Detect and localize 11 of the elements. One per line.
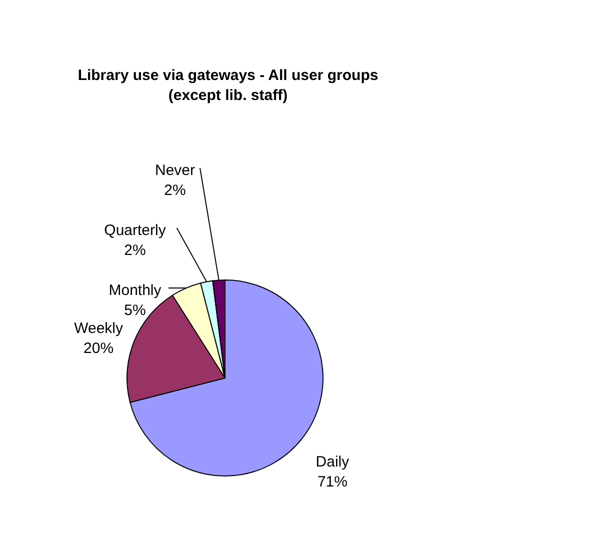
slice-label: Never (154, 162, 196, 179)
slice-label: Daily (316, 453, 350, 470)
data-label: 5% (124, 302, 146, 319)
slice-label: Monthly (108, 282, 162, 299)
data-label: 2% (164, 182, 186, 199)
slice-label: Quarterly (104, 222, 166, 239)
slice-label: Weekly (74, 320, 124, 337)
data-label: 71% (317, 473, 348, 490)
chart-title: Library use via gateways - All user groups (except lib. staff) (78, 67, 378, 104)
data-label: 20% (84, 340, 114, 357)
data-label: 2% (124, 242, 146, 259)
